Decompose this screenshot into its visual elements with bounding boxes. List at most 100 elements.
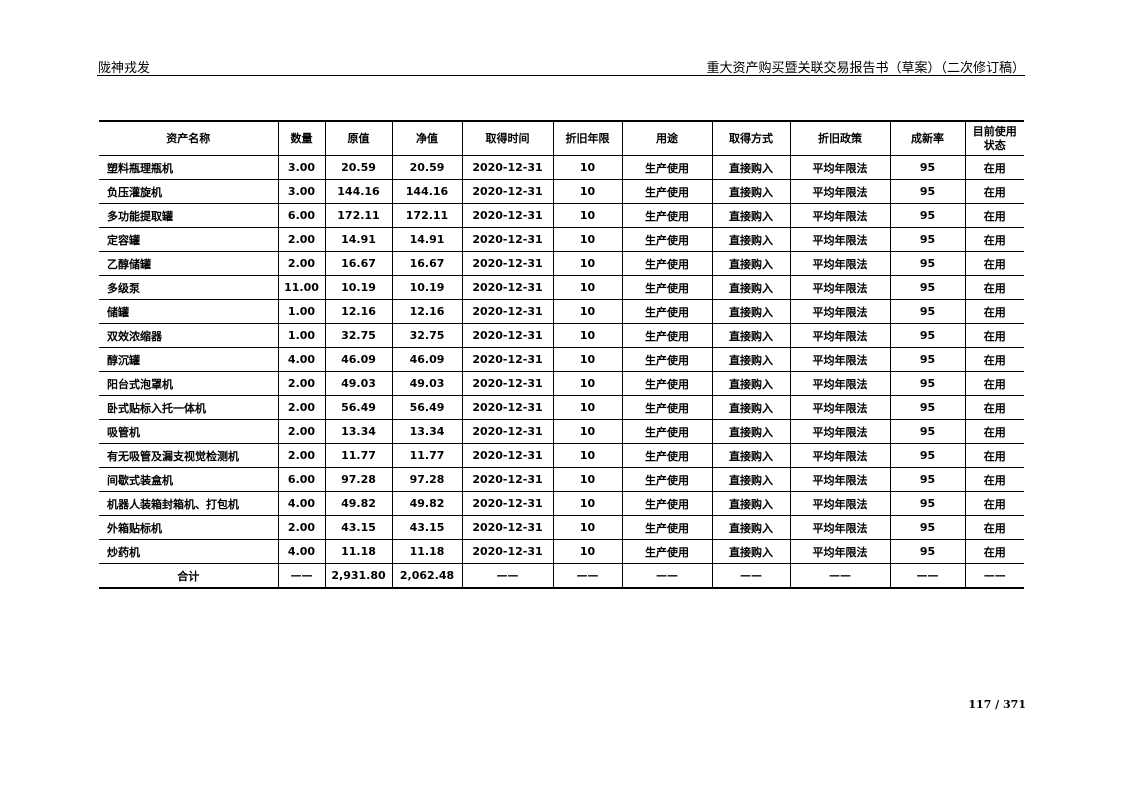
table-cell: 2020-12-31 — [461, 179, 554, 204]
table-cell: 多功能提取罐 — [99, 203, 279, 228]
column-header: 成新率 — [889, 120, 966, 156]
table-cell: 43.15 — [324, 515, 393, 540]
table-cell: 平均年限法 — [789, 347, 891, 372]
table-cell: 2.00 — [277, 371, 326, 396]
table-cell: 20.59 — [324, 155, 393, 180]
table-cell: 2.00 — [277, 395, 326, 420]
table-cell: 95 — [889, 347, 966, 372]
column-header: 资产名称 — [99, 120, 279, 156]
table-cell: 在用 — [964, 395, 1024, 420]
table-cell: 2020-12-31 — [461, 203, 554, 228]
table-row: 阳台式泡罩机 2.00 49.03 49.03 2020-12-31 10 生产使用 直接购入… — [99, 371, 1024, 396]
table-cell: —— — [461, 563, 554, 589]
table-cell: 定容罐 — [99, 227, 279, 252]
table-cell: 炒药机 — [99, 539, 279, 564]
table-cell: 2.00 — [277, 419, 326, 444]
table-cell: 172.11 — [391, 203, 463, 228]
table-cell: —— — [789, 563, 891, 589]
table-row: 炒药机 4.00 11.18 11.18 2020-12-31 10 生产使用 直接购入 平均年… — [99, 539, 1024, 564]
table-cell: 直接购入 — [711, 323, 791, 348]
table-cell: 11.00 — [277, 275, 326, 300]
table-cell: 2020-12-31 — [461, 539, 554, 564]
table-cell: 在用 — [964, 155, 1024, 180]
table-row: 机器人装箱封箱机、打包机 4.00 49.82 49.82 2020-12-31 10 生产… — [99, 491, 1024, 516]
table-cell: 4.00 — [277, 539, 326, 564]
page-number: 117 / 371 — [968, 698, 1026, 711]
table-cell: 10 — [552, 515, 623, 540]
column-header: 折旧政策 — [789, 120, 891, 156]
table-row: 有无吸管及漏支视觉检测机 2.00 11.77 11.77 2020-12-31 10 生产… — [99, 443, 1024, 468]
table-cell: 直接购入 — [711, 347, 791, 372]
table-cell: 2.00 — [277, 251, 326, 276]
table-cell: 吸管机 — [99, 419, 279, 444]
table-cell: 10 — [552, 419, 623, 444]
table-cell: 1.00 — [277, 299, 326, 324]
table-cell: 144.16 — [324, 179, 393, 204]
table-cell: 生产使用 — [621, 347, 713, 372]
table-cell: 10 — [552, 395, 623, 420]
table-cell: 2020-12-31 — [461, 323, 554, 348]
table-cell: 56.49 — [324, 395, 393, 420]
table-cell: 10.19 — [391, 275, 463, 300]
table-cell: 在用 — [964, 515, 1024, 540]
table-cell: 在用 — [964, 323, 1024, 348]
table-cell: —— — [552, 563, 623, 589]
table-cell: 平均年限法 — [789, 419, 891, 444]
table-cell: —— — [621, 563, 713, 589]
table-cell: 2020-12-31 — [461, 515, 554, 540]
table-cell: 在用 — [964, 203, 1024, 228]
table-cell: 直接购入 — [711, 155, 791, 180]
column-header: 数量 — [277, 120, 326, 156]
table-row: 吸管机 2.00 13.34 13.34 2020-12-31 10 生产使用 直接购入 平均年… — [99, 419, 1024, 444]
table-cell: 平均年限法 — [789, 491, 891, 516]
table-cell: 卧式贴标入托一体机 — [99, 395, 279, 420]
table-cell: 生产使用 — [621, 515, 713, 540]
table-cell: 生产使用 — [621, 155, 713, 180]
table-cell: 95 — [889, 515, 966, 540]
table-cell: 2.00 — [277, 443, 326, 468]
header-divider — [97, 75, 1025, 76]
table-cell: 双效浓缩器 — [99, 323, 279, 348]
table-cell: 生产使用 — [621, 419, 713, 444]
table-cell: 生产使用 — [621, 227, 713, 252]
table-cell: 直接购入 — [711, 371, 791, 396]
table-cell: 46.09 — [324, 347, 393, 372]
table-cell: 直接购入 — [711, 515, 791, 540]
table-cell: 4.00 — [277, 347, 326, 372]
table-cell: 平均年限法 — [789, 203, 891, 228]
table-cell: 外箱贴标机 — [99, 515, 279, 540]
table-cell: 49.03 — [324, 371, 393, 396]
table-cell: 95 — [889, 203, 966, 228]
table-cell: 直接购入 — [711, 227, 791, 252]
table-cell: 在用 — [964, 299, 1024, 324]
table-cell: 95 — [889, 299, 966, 324]
table-cell: 生产使用 — [621, 443, 713, 468]
table-cell: 平均年限法 — [789, 443, 891, 468]
table-cell: 生产使用 — [621, 467, 713, 492]
table-row: 双效浓缩器 1.00 32.75 32.75 2020-12-31 10 生产使用 直接购入平… — [99, 323, 1024, 348]
table-cell: 直接购入 — [711, 299, 791, 324]
table-cell: 11.18 — [324, 539, 393, 564]
table-cell: 生产使用 — [621, 491, 713, 516]
table-cell: 直接购入 — [711, 467, 791, 492]
table-cell: 49.03 — [391, 371, 463, 396]
table-cell: 20.59 — [391, 155, 463, 180]
table-cell: 生产使用 — [621, 275, 713, 300]
table-cell: 95 — [889, 419, 966, 444]
table-cell: —— — [277, 563, 326, 589]
table-cell: 间歇式装盒机 — [99, 467, 279, 492]
table-cell: 16.67 — [324, 251, 393, 276]
table-cell: 10 — [552, 467, 623, 492]
header-title: 重大资产购买暨关联交易报告书（草案）（二次修订稿） — [706, 61, 1025, 76]
table-cell: 直接购入 — [711, 539, 791, 564]
table-cell: 144.16 — [391, 179, 463, 204]
table-header-row: 资产名称 数量 原值 净值 取得时间 折旧年限 用途 取得方式 折旧政策 成新率 目前使用状态 — [99, 120, 1024, 156]
table-cell: 2020-12-31 — [461, 419, 554, 444]
table-cell: 10.19 — [324, 275, 393, 300]
table-cell: 2020-12-31 — [461, 275, 554, 300]
table-cell: 95 — [889, 395, 966, 420]
table-cell: —— — [889, 563, 966, 589]
table-cell: 直接购入 — [711, 443, 791, 468]
table-cell: 3.00 — [277, 179, 326, 204]
